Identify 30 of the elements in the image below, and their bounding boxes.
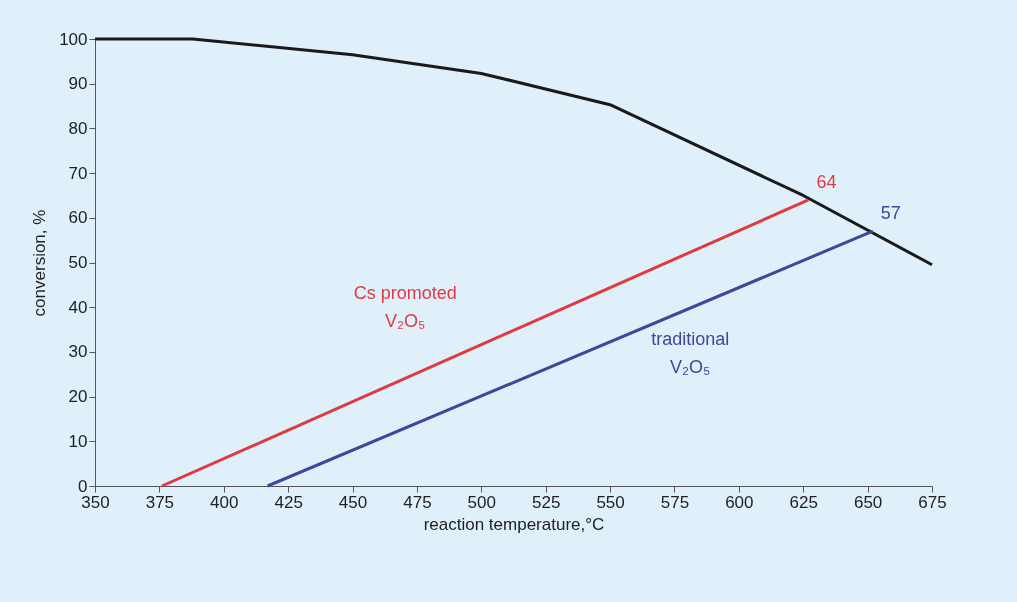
x-tick-label: 575 bbox=[660, 492, 690, 512]
y-axis-title: conversion, % bbox=[30, 209, 50, 317]
line-series bbox=[93, 37, 934, 267]
x-tick-label: 675 bbox=[918, 492, 947, 512]
y-tick-label: 40 bbox=[68, 297, 88, 317]
x-tick-label: 425 bbox=[274, 492, 303, 512]
x-tick-label: 625 bbox=[789, 492, 818, 512]
x-tick-label: 400 bbox=[210, 492, 239, 512]
series-label: Cs promoted V₂O₅ bbox=[353, 282, 457, 331]
y-tick-label: 90 bbox=[68, 74, 88, 94]
annotation: 57 bbox=[880, 203, 901, 224]
y-tick-label: 80 bbox=[68, 118, 88, 138]
y-tick-label: 100 bbox=[59, 29, 88, 49]
y-tick-label: 10 bbox=[68, 431, 88, 451]
y-tick-label: 30 bbox=[68, 342, 88, 362]
x-tick-label: 525 bbox=[532, 492, 561, 512]
x-tick-label: 500 bbox=[467, 492, 496, 512]
y-tick-label: 20 bbox=[68, 387, 88, 407]
x-axis-title: reaction temperature,°C bbox=[423, 514, 605, 534]
y-tick-label: 60 bbox=[68, 208, 88, 228]
annotation: 64 bbox=[816, 171, 837, 192]
y-tick-label: 70 bbox=[68, 163, 88, 183]
x-tick-label: 650 bbox=[853, 492, 883, 512]
x-tick-label: 375 bbox=[145, 492, 175, 512]
x-tick-label: 450 bbox=[338, 492, 368, 512]
x-tick-label: 550 bbox=[596, 492, 625, 512]
y-tick-label: 50 bbox=[68, 253, 88, 272]
x-tick-label: 600 bbox=[725, 492, 754, 512]
series-label: traditional V₂O₅ bbox=[651, 328, 730, 377]
x-tick-label: 475 bbox=[403, 492, 432, 512]
